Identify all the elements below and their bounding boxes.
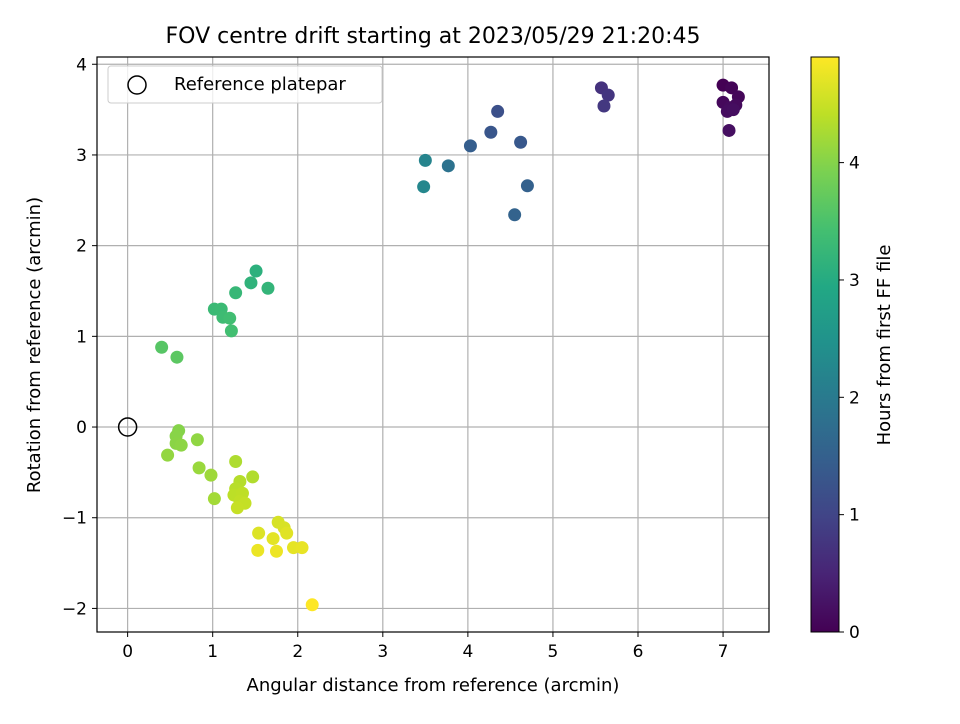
y-tick-label: −2 [62,599,87,619]
scatter-point [223,311,237,325]
scatter-point [269,544,283,558]
data-points [155,78,745,612]
scatter-point [251,543,265,557]
scatter-point [305,598,319,612]
scatter-point [418,153,432,167]
scatter-point [224,324,238,338]
legend: Reference platepar [107,65,383,104]
x-tick-label: 6 [633,642,644,662]
y-tick-label: 0 [76,418,87,438]
scatter-point [204,468,218,482]
x-axis-ticks: 0 1 2 3 4 5 6 7 [122,632,728,662]
scatter-point [230,501,244,515]
scatter-point [252,526,266,540]
scatter-point [484,125,498,139]
y-axis-ticks: −2 −1 0 1 2 3 4 [62,55,97,619]
scatter-point [246,470,260,484]
colorbar-tick-label: 3 [849,271,860,291]
scatter-point [295,541,309,555]
colorbar-tick-label: 1 [849,506,860,526]
x-tick-label: 0 [122,642,133,662]
y-tick-label: 4 [76,55,87,75]
scatter-point [261,281,275,295]
scatter-point [520,179,534,193]
scatter-point [725,81,739,95]
y-tick-label: 3 [76,146,87,166]
scatter-point [229,454,243,468]
scatter-point [514,135,528,149]
scatter-point [441,159,455,173]
y-tick-label: 2 [76,237,87,257]
x-tick-label: 3 [377,642,388,662]
scatter-point [597,99,611,113]
colorbar-tick-label: 2 [849,388,860,408]
colorbar-tick-label: 4 [849,154,860,174]
legend-marker-icon [127,75,147,95]
scatter-point [155,340,169,354]
scatter-point [726,103,740,117]
scatter-point [463,139,477,153]
scatter-point [229,286,243,300]
colorbar-label: Hours from first FF file [874,245,895,446]
x-tick-label: 4 [462,642,473,662]
x-tick-label: 7 [718,642,729,662]
colorbar: 0 1 2 3 4 Hours from first FF file [810,56,895,643]
x-axis-label: Angular distance from reference (arcmin) [247,675,620,696]
x-tick-label: 2 [292,642,303,662]
plot-frame [96,56,770,633]
colorbar-gradient [810,56,840,633]
grid [97,57,769,632]
scatter-point [174,438,188,452]
scatter-point [491,104,505,118]
scatter-point [207,492,221,506]
scatter-point [170,350,184,364]
scatter-point [192,461,206,475]
chart-title: FOV centre drift starting at 2023/05/29 … [166,24,701,49]
scatter-point [249,264,263,278]
x-tick-label: 1 [207,642,218,662]
x-tick-label: 5 [548,642,559,662]
legend-label: Reference platepar [174,74,346,95]
colorbar-ticks: 0 1 2 3 4 [839,154,860,643]
scatter-point [266,532,280,546]
scatter-point [601,88,615,102]
y-tick-label: 1 [76,327,87,347]
scatter-point [190,433,204,447]
scatter-point [280,526,294,540]
scatter-point [722,123,736,137]
scatter-point [244,276,258,290]
colorbar-tick-label: 0 [849,623,860,643]
scatter-point [161,448,175,462]
y-tick-label: −1 [62,509,87,529]
scatter-point [417,180,431,194]
reference-point [117,417,138,437]
scatter-point [508,208,522,222]
y-axis-label: Rotation from reference (arcmin) [24,197,45,493]
legend-box [107,65,383,104]
